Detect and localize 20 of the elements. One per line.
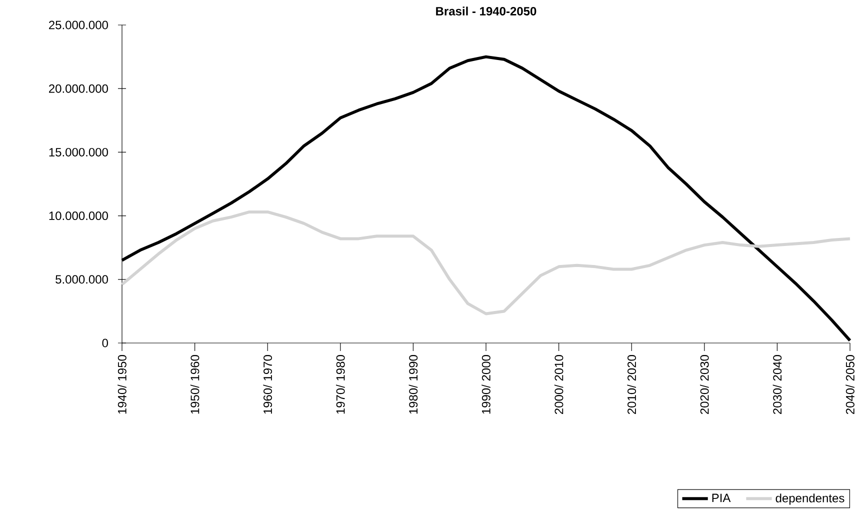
y-tick-label: 25.000.000 [49, 20, 108, 30]
y-tick-label: 20.000.000 [49, 84, 108, 93]
x-tick-label: 2010/ 2020 [627, 355, 636, 414]
x-tick-label: 1970/ 1980 [336, 355, 345, 414]
legend-label: PIA [712, 494, 731, 502]
chart-title: Brasil - 1940-2050 [436, 6, 536, 16]
x-tick-label: 1960/ 1970 [263, 355, 272, 414]
x-tick-label: 1980/ 1990 [408, 355, 418, 414]
x-tick-label: 2040/ 2050 [846, 355, 854, 414]
y-tick-label: 10.000.000 [49, 212, 108, 220]
legend-label: dependentes [776, 494, 844, 505]
x-tick-label: 1950/ 1960 [190, 355, 200, 414]
y-tick-label: 15.000.000 [49, 148, 108, 156]
x-tick-label: 2020/ 2030 [700, 355, 709, 414]
x-tick-label: 1940/ 1950 [118, 355, 126, 414]
y-tick-label: 0 [102, 338, 108, 348]
y-tick-label: 5.000.000 [56, 275, 108, 284]
x-tick-label: 2030/ 2040 [772, 355, 782, 414]
x-tick-label: 1990/ 2000 [482, 355, 490, 414]
x-tick-label: 2000/ 2010 [554, 355, 564, 414]
